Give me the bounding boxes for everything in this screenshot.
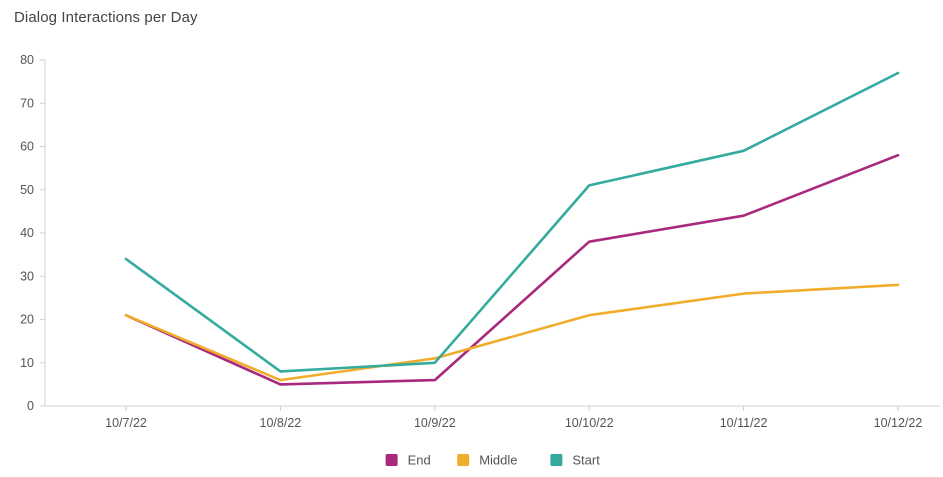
y-tick-label: 80 — [20, 53, 34, 67]
chart-title: Dialog Interactions per Day — [14, 9, 198, 26]
series-line-end — [124, 153, 900, 386]
y-tick-label: 40 — [20, 226, 34, 240]
legend-item-start[interactable]: Start — [550, 453, 600, 468]
legend-item-end[interactable]: End — [385, 453, 431, 468]
y-tick-label: 0 — [27, 399, 34, 413]
legend-label: Start — [572, 453, 600, 468]
legend-label: End — [408, 453, 431, 468]
axes: 0 10 20 30 40 50 60 70 80 10/7/22 10/8/22 10/9/22 10… — [20, 53, 940, 430]
y-tick-label: 70 — [20, 96, 34, 110]
legend-swatch — [385, 454, 398, 466]
x-tick-label: 10/11/22 — [720, 416, 768, 430]
y-tick-label: 20 — [20, 313, 34, 327]
legend: End Middle Start — [385, 453, 600, 468]
legend-label: Middle — [479, 453, 517, 468]
x-tick-label: 10/8/22 — [260, 416, 302, 430]
x-tick-label: 10/12/22 — [874, 416, 923, 430]
x-tick-label: 10/10/22 — [565, 416, 614, 430]
x-tick-label: 10/7/22 — [105, 416, 147, 430]
legend-swatch — [457, 454, 470, 466]
series-line-start — [124, 71, 900, 373]
legend-item-middle[interactable]: Middle — [457, 453, 517, 468]
series-lines — [124, 71, 900, 386]
y-tick-label: 10 — [20, 356, 34, 370]
y-tick-label: 60 — [20, 140, 34, 154]
series-line-middle — [124, 283, 900, 382]
y-tick-label: 30 — [20, 269, 34, 283]
y-tick-label: 50 — [20, 183, 34, 197]
x-tick-label: 10/9/22 — [414, 416, 456, 430]
legend-swatch — [550, 454, 563, 466]
